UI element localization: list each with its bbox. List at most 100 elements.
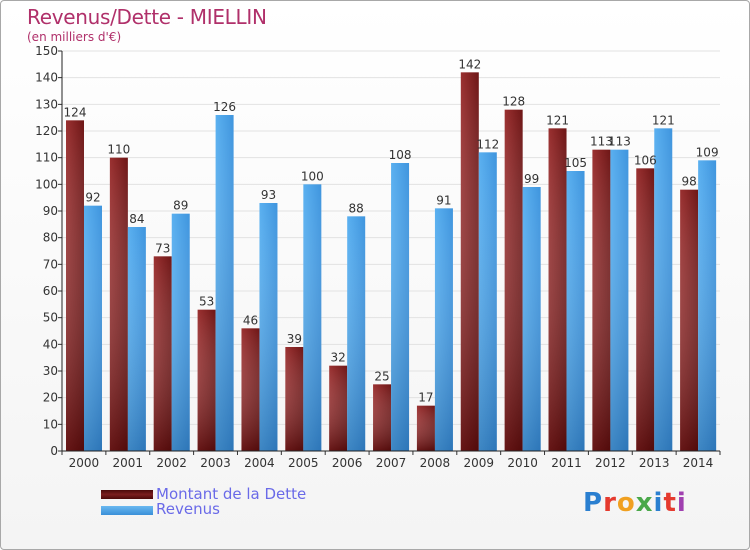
- x-tick-label: 2004: [244, 456, 275, 470]
- y-tick-label: 90: [43, 204, 58, 218]
- bar-shade-dette-2006: [329, 365, 348, 451]
- data-label-dette-2001: 110: [107, 143, 130, 157]
- y-tick-label: 60: [43, 284, 58, 298]
- bar-shade-dette-2004: [241, 328, 260, 451]
- bar-shade-revenus-2001: [127, 227, 146, 451]
- bar-shade-revenus-2003: [215, 115, 234, 451]
- logo-letter: x: [635, 488, 654, 518]
- x-tick-label: 2012: [595, 456, 626, 470]
- bar-shade-dette-2000: [66, 120, 84, 451]
- y-tick-label: 50: [43, 311, 58, 325]
- bar-shade-dette-2012: [592, 149, 611, 451]
- legend-swatch-dette: [101, 490, 153, 499]
- data-label-revenus-2002: 89: [173, 199, 188, 213]
- axes: [61, 51, 720, 452]
- chart-subtitle: (en milliers d'€): [27, 30, 122, 44]
- y-tick-label: 40: [43, 337, 58, 351]
- bar-shade-revenus-2002: [171, 213, 190, 451]
- x-tick-label: 2007: [376, 456, 407, 470]
- bar-shade-revenus-2004: [259, 203, 278, 451]
- y-tick-label: 100: [35, 177, 58, 191]
- x-tick-label: 2000: [69, 456, 100, 470]
- bar-shade-dette-2005: [285, 347, 304, 451]
- bar-shade-dette-2007: [373, 384, 392, 451]
- bar-shade-revenus-2011: [566, 171, 585, 451]
- x-tick-label: 2005: [288, 456, 319, 470]
- legend-label-dette: Montant de la Dette: [156, 485, 307, 503]
- bar-shade-revenus-2005: [303, 184, 322, 452]
- data-label-revenus-2007: 108: [389, 148, 412, 162]
- legend-label-revenus: Revenus: [156, 500, 220, 518]
- logo-letter: o: [616, 488, 636, 518]
- data-label-revenus-2009: 112: [476, 137, 499, 151]
- x-tick-label: 2006: [332, 456, 363, 470]
- legend-swatch-revenus: [101, 506, 153, 515]
- data-label-revenus-2013: 121: [652, 113, 675, 127]
- y-tick-label: 150: [35, 44, 58, 58]
- data-label-dette-2002: 73: [155, 241, 170, 255]
- x-tick-label: 2011: [551, 456, 582, 470]
- x-tick-label: 2003: [200, 456, 231, 470]
- bar-shade-dette-2002: [153, 256, 172, 451]
- data-label-revenus-2008: 91: [436, 193, 451, 207]
- data-label-dette-2014: 98: [681, 175, 696, 189]
- y-tick-label: 110: [35, 151, 58, 165]
- data-label-revenus-2006: 88: [349, 201, 364, 215]
- y-tick-label: 140: [35, 71, 58, 85]
- y-tick-label: 20: [43, 391, 58, 405]
- data-label-revenus-2014: 109: [696, 145, 719, 159]
- y-tick-label: 120: [35, 124, 58, 138]
- bar-shade-revenus-2014: [698, 160, 717, 452]
- bar-shade-revenus-2013: [654, 128, 673, 451]
- bar-shade-revenus-2000: [84, 205, 102, 451]
- x-tick-label: 2013: [639, 456, 670, 470]
- logo-letter: i: [676, 488, 687, 518]
- logo-letter: P: [583, 488, 604, 518]
- logo-letter: i: [653, 488, 664, 518]
- data-label-revenus-2005: 100: [301, 169, 324, 183]
- data-label-revenus-2000: 92: [85, 191, 100, 205]
- bar-shade-dette-2013: [636, 168, 655, 452]
- data-label-dette-2005: 39: [287, 332, 302, 346]
- bar-shade-dette-2010: [504, 109, 523, 452]
- y-tick-label: 0: [50, 444, 58, 458]
- data-label-dette-2012: 113: [590, 135, 613, 149]
- data-label-revenus-2004: 93: [261, 188, 276, 202]
- bar-shade-dette-2001: [109, 157, 128, 451]
- bar-shade-dette-2011: [548, 128, 567, 451]
- data-label-dette-2008: 17: [418, 391, 433, 405]
- bar-shade-dette-2009: [460, 72, 479, 451]
- bars: [66, 72, 717, 452]
- logo-letter: t: [663, 488, 677, 518]
- data-label-dette-2000: 124: [64, 105, 87, 119]
- bar-shade-dette-2014: [680, 189, 699, 451]
- bar-shade-revenus-2012: [610, 149, 629, 451]
- logo-letter: r: [603, 488, 617, 518]
- data-label-dette-2004: 46: [243, 313, 258, 327]
- bar-shade-revenus-2009: [478, 152, 497, 452]
- y-tick-label: 10: [43, 417, 58, 431]
- data-label-revenus-2010: 99: [524, 172, 539, 186]
- y-tick-label: 130: [35, 97, 58, 111]
- x-tick-label: 2001: [113, 456, 144, 470]
- data-label-dette-2003: 53: [199, 295, 214, 309]
- bar-shade-revenus-2008: [434, 208, 453, 451]
- x-tick-label: 2010: [507, 456, 538, 470]
- data-label-revenus-2011: 105: [564, 156, 587, 170]
- y-tick-label: 30: [43, 364, 58, 378]
- bar-shade-revenus-2007: [391, 163, 410, 451]
- data-label-dette-2013: 106: [634, 153, 657, 167]
- data-label-revenus-2012: 113: [608, 135, 631, 149]
- data-label-dette-2011: 121: [546, 113, 569, 127]
- x-axis-ticks: 2000 2001 2002 2003 2004 2005 2006 2007 2008 2009…: [61, 451, 721, 470]
- data-label-dette-2010: 128: [502, 95, 525, 109]
- chart-title: Revenus/Dette - MIELLIN: [27, 5, 267, 29]
- x-tick-label: 2014: [683, 456, 714, 470]
- data-label-revenus-2003: 126: [213, 100, 236, 114]
- data-label-dette-2009: 142: [458, 57, 481, 71]
- y-axis-ticks: 0 10 20 30 40 50 60 70 80 90 100 110 120 130 140 150: [35, 44, 62, 458]
- data-label-dette-2007: 25: [374, 369, 389, 383]
- x-tick-label: 2008: [420, 456, 451, 470]
